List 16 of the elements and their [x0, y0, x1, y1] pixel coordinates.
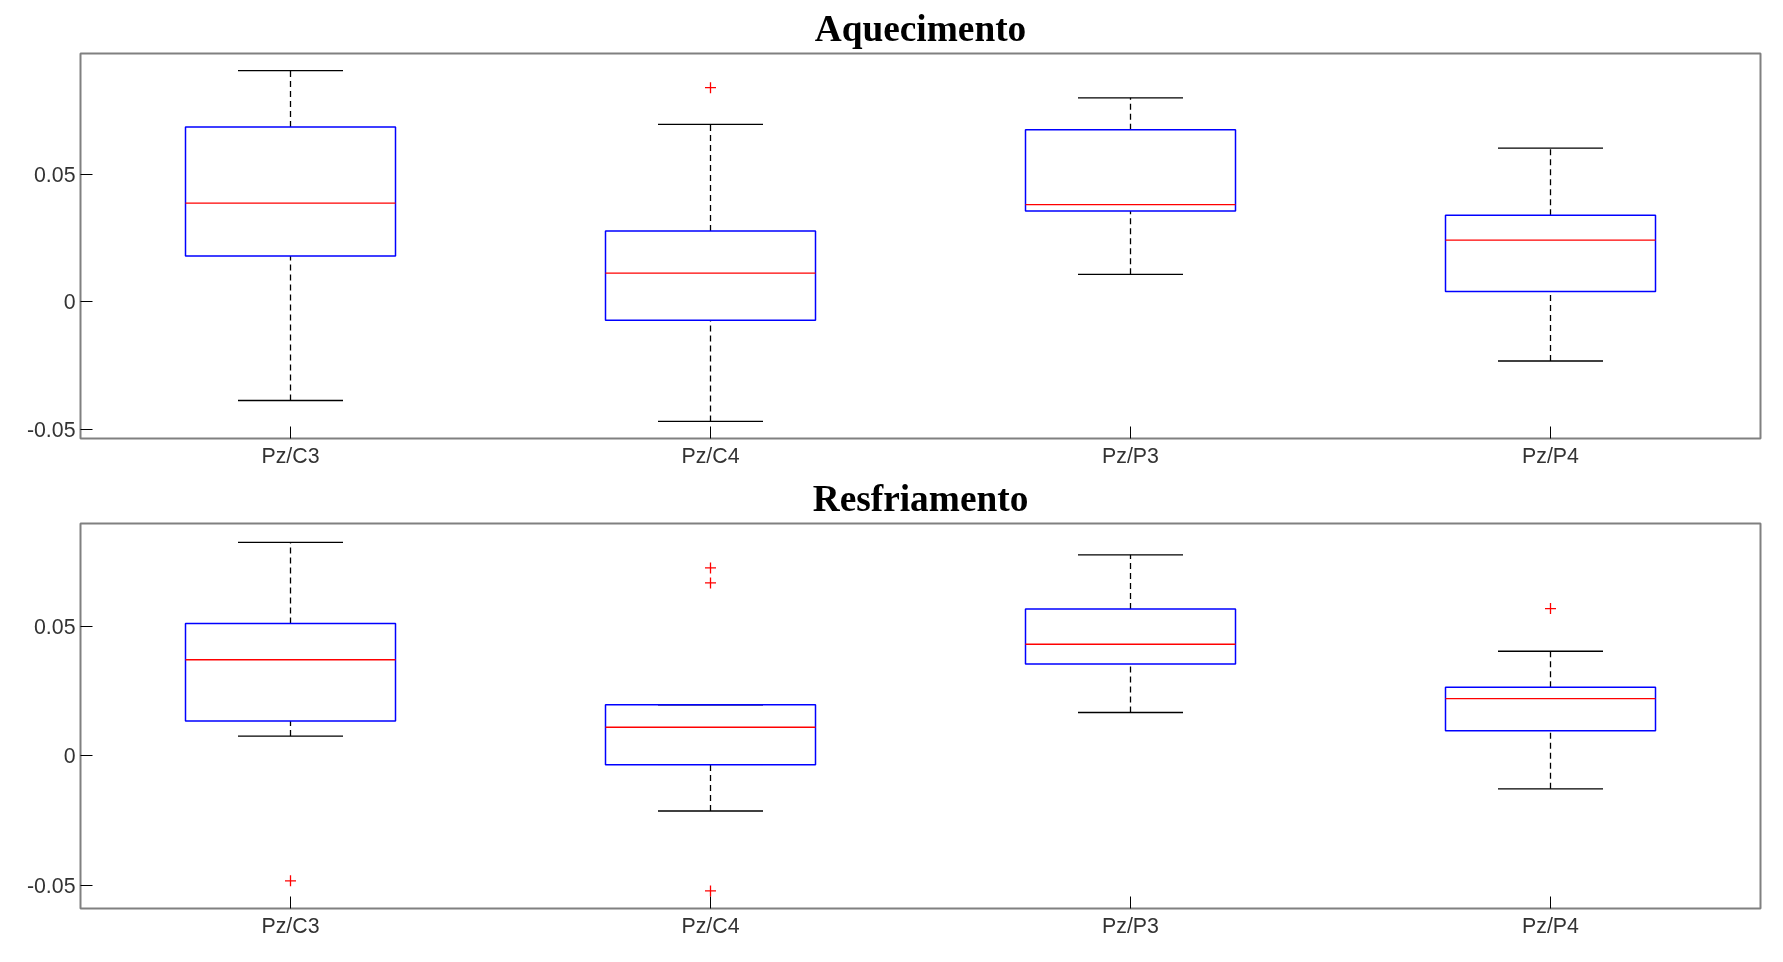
y-tick-label: 0 — [63, 744, 76, 769]
x-tick-label: Pz/C3 — [261, 913, 320, 938]
chart-title: Aquecimento — [814, 7, 1027, 49]
x-tick-label: Pz/C3 — [261, 443, 320, 468]
x-tick-label: Pz/C4 — [681, 443, 740, 468]
chart-title: Resfriamento — [812, 477, 1029, 519]
y-tick-label: 0 — [63, 290, 76, 315]
y-tick-label: 0.05 — [33, 615, 76, 640]
x-tick-label: Pz/C4 — [681, 913, 740, 938]
x-tick-label: Pz/P3 — [1102, 913, 1159, 938]
x-tick-label: Pz/P3 — [1102, 443, 1159, 468]
y-tick-label: 0.05 — [33, 162, 76, 187]
y-tick-label: -0.05 — [26, 417, 76, 442]
x-tick-label: Pz/P4 — [1522, 443, 1580, 468]
y-tick-label: -0.05 — [26, 873, 76, 898]
x-tick-label: Pz/P4 — [1522, 913, 1580, 938]
